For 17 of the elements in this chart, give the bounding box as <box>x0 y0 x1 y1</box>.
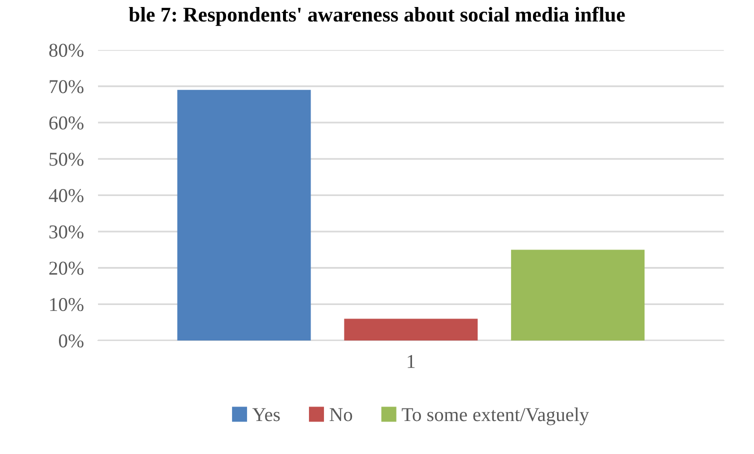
y-tick-label: 30% <box>49 225 84 239</box>
y-tick-label: 70% <box>50 80 84 94</box>
chart-title: ble 7: Respondents' awareness about social media influe <box>128 6 625 26</box>
y-tick-label: 0% <box>58 334 84 348</box>
y-tick-label: 10% <box>50 298 84 312</box>
legend-label: No <box>330 408 352 422</box>
legend-label: To some extent/Vaguely <box>402 408 590 426</box>
y-tick-label: 80% <box>49 44 84 57</box>
y-tick-label: 60% <box>49 116 84 130</box>
y-tick-label: 20% <box>49 262 84 275</box>
y-tick-label: 50% <box>50 152 84 166</box>
bar <box>511 250 645 340</box>
legend-label: Yes <box>252 408 280 422</box>
bar <box>177 90 311 340</box>
bar <box>344 318 478 340</box>
x-tick-label: 1 <box>408 355 415 368</box>
y-tick-label: 40% <box>48 189 84 202</box>
